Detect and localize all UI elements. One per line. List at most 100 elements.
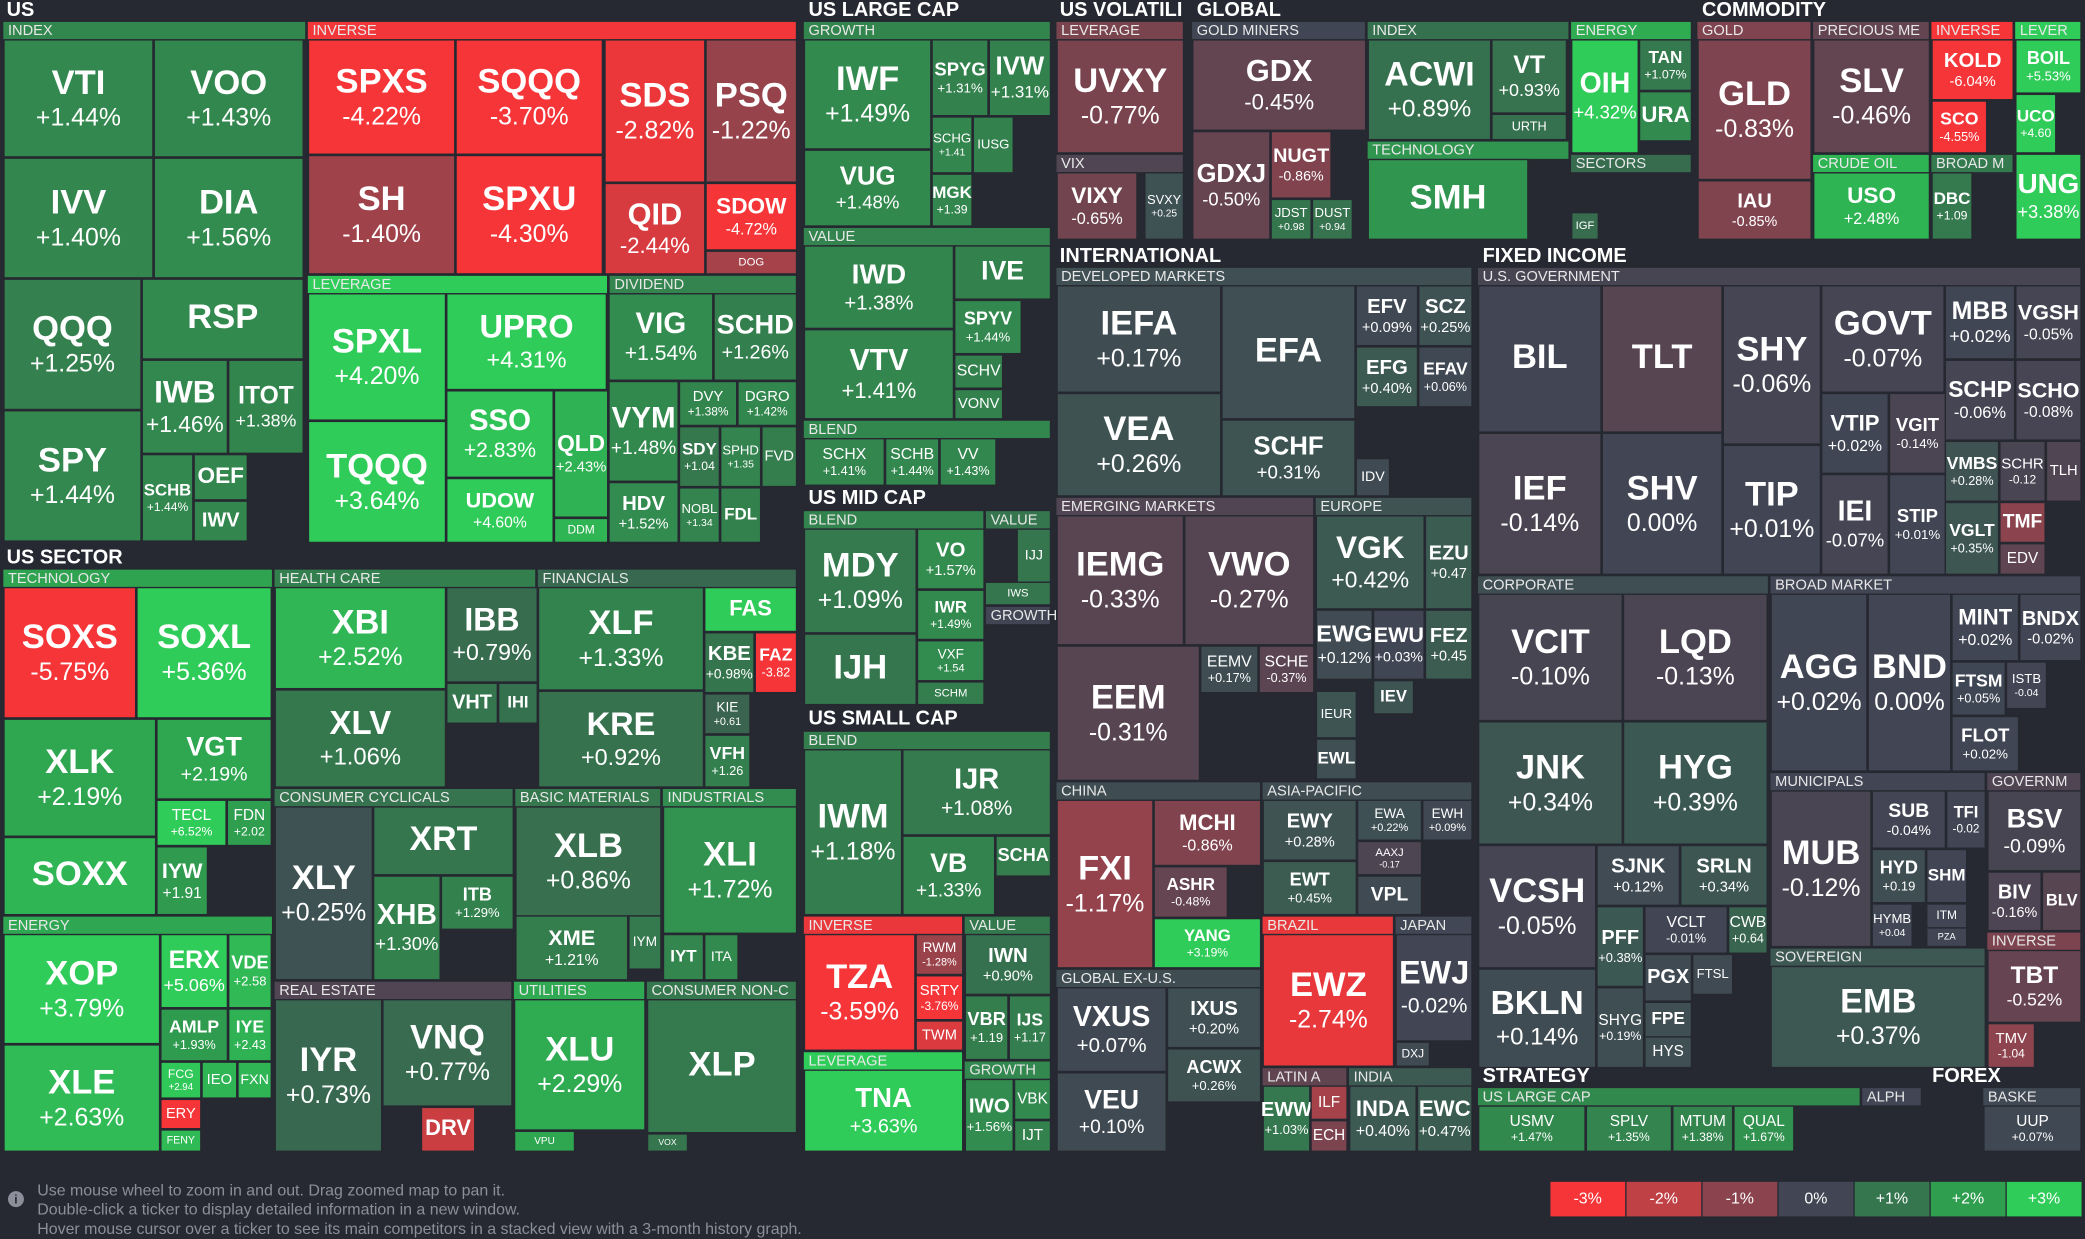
tile[interactable] (1056, 172, 1138, 240)
tile[interactable] (1926, 848, 1968, 904)
tile[interactable] (972, 116, 1014, 174)
tile[interactable] (1422, 799, 1473, 841)
tile[interactable] (1944, 285, 2016, 360)
tile[interactable] (1999, 501, 2046, 544)
tile[interactable] (1356, 799, 1423, 841)
tile[interactable] (1871, 790, 1947, 849)
tile[interactable] (3, 836, 157, 916)
tile[interactable] (803, 149, 932, 227)
tile[interactable] (803, 245, 955, 330)
tile[interactable] (1813, 172, 1931, 240)
tile[interactable] (1871, 848, 1927, 904)
tile[interactable] (537, 586, 705, 691)
tile[interactable] (141, 453, 194, 542)
tile[interactable] (1491, 39, 1568, 114)
tile[interactable] (1416, 1085, 1473, 1152)
tile[interactable] (954, 354, 1004, 389)
tile[interactable] (226, 799, 272, 847)
tile[interactable] (1153, 799, 1262, 867)
tile[interactable] (1262, 860, 1357, 916)
tile[interactable] (1888, 392, 1947, 474)
tile[interactable] (931, 116, 973, 174)
tile[interactable] (193, 500, 248, 542)
tile[interactable] (2015, 39, 2082, 94)
tile[interactable] (3, 278, 142, 411)
tile[interactable] (720, 426, 762, 488)
tile[interactable] (931, 39, 989, 117)
tile[interactable] (1477, 1105, 1586, 1152)
tile[interactable] (3, 718, 157, 837)
tile[interactable] (916, 681, 985, 706)
tile[interactable] (553, 390, 609, 518)
tile[interactable] (1262, 933, 1395, 1067)
tile[interactable] (705, 39, 798, 183)
tile[interactable] (1355, 457, 1391, 497)
tile[interactable] (1008, 995, 1052, 1061)
tile[interactable] (1056, 285, 1222, 393)
tile[interactable] (1697, 180, 1812, 240)
tile[interactable] (1722, 444, 1822, 575)
tile[interactable] (916, 528, 985, 590)
tile[interactable] (1418, 285, 1473, 347)
tile[interactable] (156, 718, 272, 800)
tile[interactable] (2015, 93, 2057, 154)
tile[interactable] (1944, 501, 2000, 575)
tile[interactable] (1944, 440, 2000, 502)
tile[interactable] (608, 380, 679, 482)
tile[interactable] (446, 390, 554, 478)
tile[interactable] (1770, 965, 1986, 1069)
tile[interactable] (228, 1008, 272, 1062)
tile[interactable] (705, 250, 798, 275)
tile[interactable] (803, 438, 885, 486)
tile[interactable] (1016, 528, 1052, 583)
tile[interactable] (1315, 690, 1357, 739)
tile[interactable] (274, 586, 447, 690)
tile[interactable] (916, 640, 985, 682)
tile[interactable] (1395, 1041, 1431, 1067)
tile[interactable] (156, 799, 227, 847)
tile[interactable] (1056, 799, 1154, 969)
tile[interactable] (713, 293, 798, 381)
tile[interactable] (3, 933, 161, 1045)
tile[interactable] (1672, 1105, 1734, 1152)
tile[interactable] (1424, 515, 1473, 610)
tile[interactable] (2045, 440, 2082, 502)
tile[interactable] (553, 517, 609, 544)
tile[interactable] (1951, 593, 2020, 662)
tile[interactable] (1644, 905, 1728, 954)
tile[interactable] (737, 380, 798, 427)
tile[interactable] (1871, 903, 1913, 948)
tile[interactable] (1270, 130, 1332, 199)
tile[interactable] (964, 933, 1052, 996)
tile[interactable] (1867, 593, 1952, 772)
tile[interactable] (1315, 738, 1357, 780)
tile[interactable] (1601, 432, 1723, 575)
tile[interactable] (1622, 721, 1768, 845)
tile[interactable] (803, 633, 917, 706)
tile[interactable] (1999, 543, 2046, 575)
tile[interactable] (604, 39, 706, 183)
tile[interactable] (1931, 172, 1973, 240)
tile[interactable] (382, 999, 513, 1107)
tile[interactable] (1585, 1105, 1673, 1152)
tile[interactable] (954, 245, 1052, 300)
tile[interactable] (954, 299, 1022, 355)
tile[interactable] (1372, 609, 1425, 680)
tile[interactable] (704, 693, 751, 735)
tile[interactable] (1821, 392, 1889, 474)
tile[interactable] (1221, 419, 1356, 497)
tile[interactable] (455, 154, 604, 275)
tile[interactable] (902, 835, 996, 916)
tile[interactable] (3, 410, 142, 542)
tile[interactable] (372, 806, 514, 876)
tile[interactable] (662, 806, 798, 934)
tile[interactable] (1931, 100, 1988, 154)
tile[interactable] (704, 586, 798, 633)
tile[interactable] (1153, 866, 1228, 918)
tile[interactable] (678, 487, 721, 544)
tile[interactable] (915, 1020, 964, 1051)
tile[interactable] (1946, 790, 1986, 849)
tile[interactable] (1571, 212, 1599, 240)
tile[interactable] (153, 39, 304, 158)
tile[interactable] (201, 1061, 238, 1099)
